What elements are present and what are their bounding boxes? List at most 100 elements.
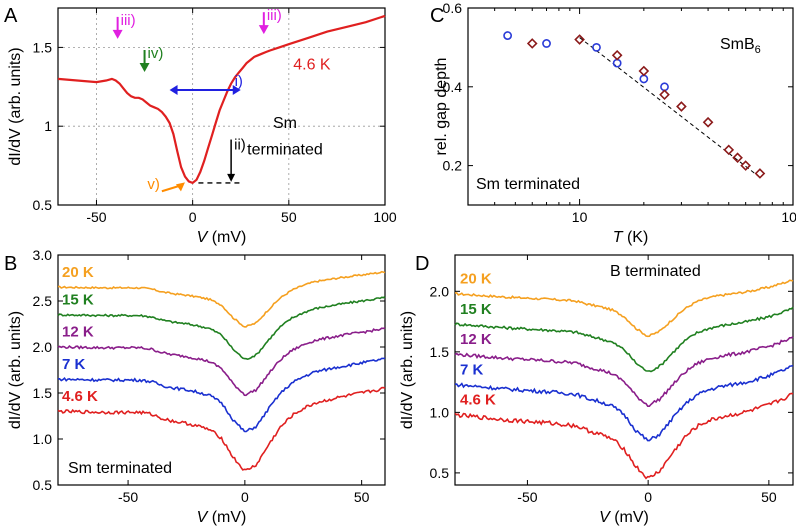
series-label-46K: 4.6 K — [62, 388, 98, 405]
termination-label-line2: terminated — [247, 142, 323, 159]
data-point-diamond — [732, 152, 743, 164]
y-axis-label: dI/dV (arb. units) — [7, 47, 24, 165]
y-axis-label: dI/dV (arb. units) — [399, 311, 416, 429]
y-tick-label: 0.6 — [443, 0, 463, 16]
y-axis-variable: dI/dV — [399, 391, 416, 429]
fit-line — [579, 37, 761, 178]
data-point-diamond — [659, 89, 670, 101]
y-tick-label: 1.0 — [430, 404, 450, 420]
data-point-diamond — [574, 34, 585, 45]
x-tick-label: 50 — [761, 489, 777, 505]
x-tick-label: 50 — [281, 209, 297, 225]
x-tick-label: -50 — [517, 489, 537, 505]
annotation-ii-label: ii) — [234, 137, 246, 154]
x-axis-unit: (mV) — [207, 229, 246, 246]
y-tick-label: 3.0 — [33, 247, 53, 263]
series-line-15K — [454, 306, 794, 373]
panel-d: D -50 0 50 0.5 1.0 1.5 2.0 V (mV) dI/dV (arb. uni… — [399, 253, 794, 526]
series-line-46K — [454, 392, 794, 480]
series-label-15K: 15 K — [62, 291, 94, 308]
series-line-46K — [57, 386, 386, 471]
y-tick-label: 0.5 — [430, 465, 450, 481]
data-point-circle — [503, 31, 513, 40]
x-axis-label: T (K) — [613, 229, 649, 246]
data-point-diamond — [740, 160, 751, 171]
data-point-circle — [542, 39, 551, 48]
termination-label: B terminated — [610, 263, 701, 280]
panel-a: A -50 0 50 100 0.5 1 1.5 V (mV) dI/dV (arb. units… — [4, 5, 397, 246]
data-point-circle — [592, 43, 601, 52]
y-axis-unit: (arb. units) — [7, 311, 24, 392]
y-axis-variable: dI/dV — [7, 391, 24, 429]
plot-frame — [454, 254, 794, 486]
y-axis-label: dI/dV (arb. units) — [7, 311, 24, 429]
annotation-i-label: i) — [235, 73, 243, 90]
series-label-46K: 4.6 K — [460, 392, 496, 409]
annotation-v-head — [175, 182, 185, 192]
annotation-i-head-left — [169, 84, 178, 95]
annotation-iii-right-label: iii) — [267, 7, 282, 24]
x-axis-variable: V — [197, 509, 209, 526]
x-tick-label: 100 — [781, 209, 796, 225]
material-label: SmB6 — [720, 36, 761, 56]
x-tick-label: -50 — [118, 489, 138, 505]
series-line-20K — [455, 279, 794, 338]
data-point-diamond — [638, 65, 650, 77]
series-line-12K — [57, 327, 386, 397]
y-tick-label: 2.5 — [33, 293, 53, 309]
y-tick-label: 1.5 — [430, 344, 450, 360]
series-label-15K: 15 K — [460, 301, 492, 318]
x-tick-label: 100 — [373, 209, 397, 225]
panel-letter: C — [430, 5, 444, 27]
series-line-7K — [454, 364, 794, 442]
y-tick-label: 1.5 — [33, 39, 53, 55]
x-axis-unit: (K) — [623, 229, 649, 246]
y-axis-unit: (arb. units) — [7, 47, 24, 128]
x-axis-label: V (mV) — [197, 509, 247, 526]
x-axis-variable: V — [599, 509, 611, 526]
x-axis-unit: (mV) — [207, 509, 246, 526]
x-axis-label: V (mV) — [599, 509, 649, 526]
plot-frame — [57, 254, 386, 486]
y-tick-label: 0.2 — [443, 158, 463, 174]
data-point-diamond — [754, 168, 766, 179]
data-point-circle — [612, 58, 622, 68]
series-line-4p6K — [57, 14, 386, 185]
x-tick-label: 50 — [354, 489, 370, 505]
x-tick-label: 10 — [572, 209, 588, 225]
data-point-diamond — [723, 144, 735, 156]
series-label-12K: 12 K — [62, 324, 94, 341]
panel-letter: D — [415, 253, 429, 275]
termination-label: Sm terminated — [476, 176, 580, 193]
y-tick-label: 0.4 — [443, 79, 463, 95]
y-tick-label: 1 — [44, 118, 52, 134]
series-label-7K: 7 K — [62, 356, 86, 373]
panel-c: C101000.20.40.6T (K)rel. gap depthSmB6Sm… — [430, 0, 796, 246]
annotation-i-head-right — [232, 84, 241, 95]
data-point-circle — [660, 82, 669, 92]
y-axis-label: rel. gap depth — [433, 58, 450, 156]
x-axis-variable: T — [613, 229, 624, 246]
y-axis-variable: dI/dV — [7, 128, 24, 166]
series-label-12K: 12 K — [460, 331, 492, 348]
x-axis-unit: (mV) — [610, 509, 649, 526]
temperature-label: 4.6 K — [293, 56, 331, 73]
data-point-circle — [639, 74, 649, 84]
material-formula: SmB — [720, 36, 755, 53]
annotation-ii-head — [227, 173, 236, 182]
y-tick-label: 1.0 — [33, 431, 53, 447]
panel-b: B -50 0 50 0.5 1.0 1.5 2.0 2.5 3.0 V (mV) dI/dV (ar… — [4, 247, 386, 526]
y-tick-label: 0.5 — [33, 477, 53, 493]
series-line-7K — [57, 357, 386, 433]
y-tick-label: 0.5 — [33, 197, 53, 213]
panel-letter: A — [4, 5, 18, 27]
annotation-iii-right-head — [258, 25, 269, 35]
x-tick-label: 0 — [241, 489, 249, 505]
termination-label-line1: Sm — [273, 115, 297, 132]
series-label-7K: 7 K — [460, 361, 484, 378]
series-line-12K — [454, 336, 794, 407]
y-tick-label: 2.0 — [430, 283, 450, 299]
material-subscript: 6 — [755, 44, 761, 56]
y-axis-unit: (arb. units) — [399, 311, 416, 392]
